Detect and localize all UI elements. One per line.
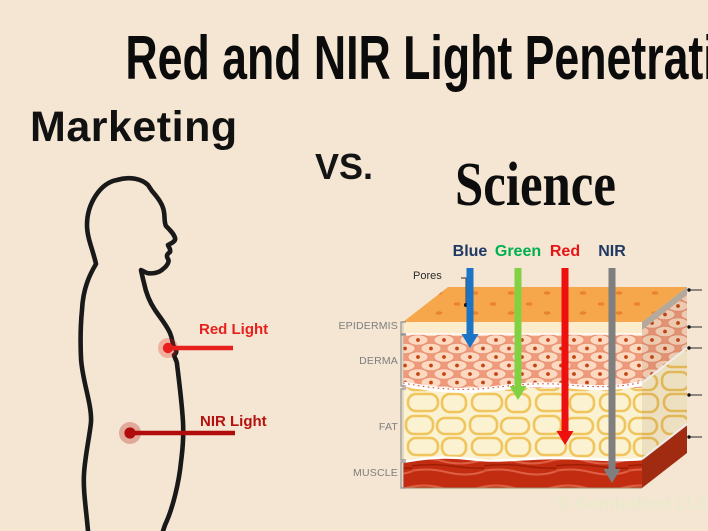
vs-label: VS.	[315, 146, 374, 187]
layer-label-muscle: MUSCLE	[353, 467, 398, 479]
derma-layer	[403, 334, 642, 388]
science-heading-text: Science	[455, 151, 616, 219]
derma-fat-boundary	[402, 380, 643, 393]
layer-brackets	[400, 321, 406, 489]
nir-arrow-icon	[603, 268, 621, 483]
light-label-blue: Blue	[452, 243, 488, 260]
light-label-nir: NIR	[598, 243, 626, 260]
green-arrow-icon	[509, 268, 527, 400]
depth-tick-marks	[687, 288, 702, 439]
page-title: Red and NIR Light Penetration	[0, 28, 708, 90]
nir-light-marker	[119, 422, 235, 444]
watermark: © GembaRed LLC	[556, 494, 708, 513]
marketing-heading: Marketing	[30, 103, 238, 151]
skin-cross-section-diagram	[400, 268, 702, 489]
pores-label: Pores	[413, 270, 442, 282]
skin-side-face	[641, 287, 688, 488]
light-label-green: Green	[494, 243, 542, 260]
body-outline-path	[78, 175, 186, 531]
fat-layer	[403, 378, 642, 470]
red-light-dot	[162, 342, 174, 354]
layer-label-fat: FAT	[378, 421, 398, 433]
red-arrow-icon	[556, 268, 574, 445]
light-label-red: Red	[549, 243, 581, 260]
human-body-outline-figure	[78, 175, 235, 531]
nir-light-dot	[124, 427, 136, 439]
page-title-text: Red and NIR Light Penetration	[125, 24, 708, 93]
layer-label-derma: DERMA	[359, 355, 398, 367]
science-heading: Science	[455, 154, 651, 216]
skin-front-face	[402, 322, 643, 489]
skin-surface-top-face	[403, 287, 687, 322]
red-light-marker	[158, 338, 233, 358]
red-light-label: Red Light	[199, 321, 269, 338]
epidermis-layer	[403, 322, 642, 334]
nir-light-label: NIR Light	[200, 413, 267, 430]
blue-arrow-icon	[461, 268, 479, 348]
muscle-layer	[403, 457, 642, 488]
layer-label-epidermis: EPIDERMIS	[338, 320, 398, 332]
